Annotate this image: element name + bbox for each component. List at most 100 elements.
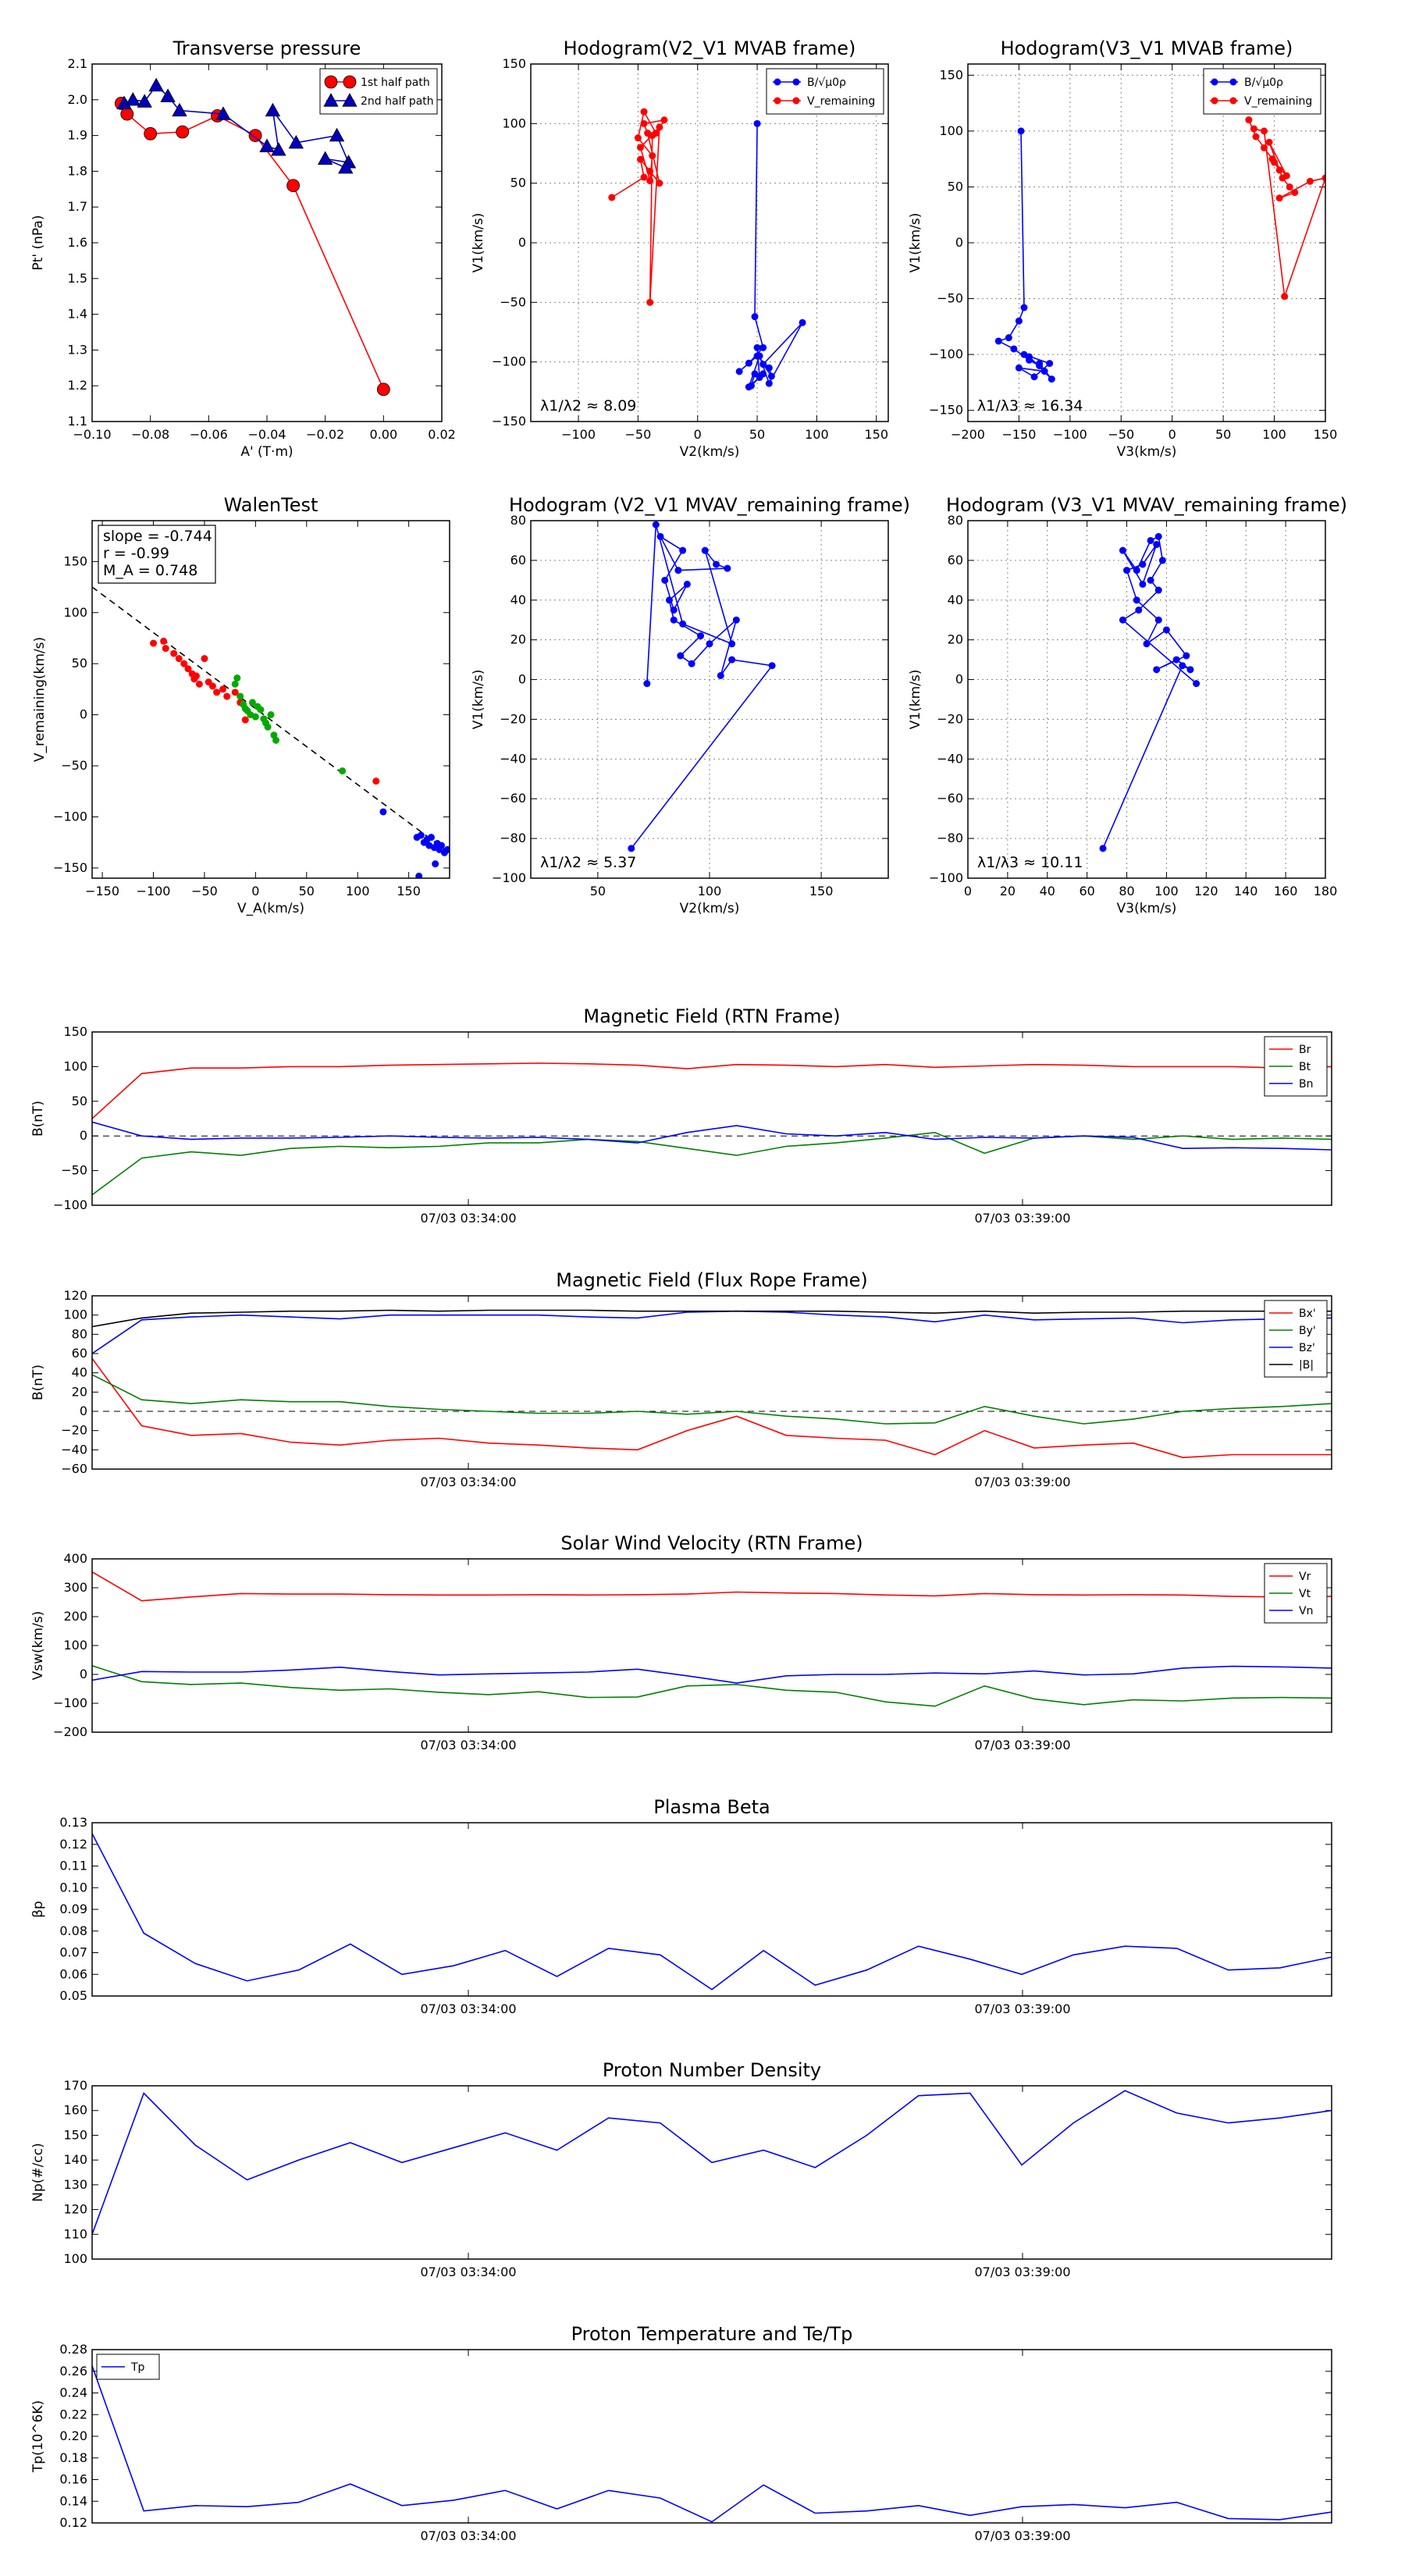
x-tick-label: 40 [1040,884,1055,898]
data-point [1153,541,1161,549]
data-point [162,645,169,653]
x-tick-label: 50 [299,884,315,898]
chart-0: −0.10 −0.08 −0.06 −0.04 −0.02 0.00 0.02 1.1 1.2 1… [30,37,456,460]
y-tick-label: 160 [63,2103,87,2118]
plot-frame [967,63,1326,422]
y-tick-label: 60 [72,1346,87,1361]
plot-frame [91,1295,1332,1470]
chart-8: −200 −100 0 100 200 300 400 07/03 03:34:00 07/03… [30,1532,1332,1752]
data-point [192,672,200,680]
y-tick-label: 140 [63,2152,87,2167]
data-point [1260,144,1268,151]
x-tick-label: 160 [1274,884,1298,898]
data-point [176,125,190,139]
data-point [674,567,682,575]
data-point [756,374,763,382]
y-tick-label: 50 [510,176,526,190]
x-tick-label: 50 [590,884,606,898]
data-point [670,616,678,624]
legend-marker [343,75,357,89]
data-point [175,655,183,663]
x-tick-label: 07/03 03:39:00 [974,1738,1070,1752]
y-tick-label: 20 [510,632,526,647]
data-point [415,872,423,878]
data-point [160,88,176,102]
x-tick-label: −50 [1108,427,1134,442]
stats-line: slope = -0.744 [103,528,212,545]
data-point [231,680,239,688]
legend: B/√μ0ρ V_remaining [766,68,884,115]
data-point [265,102,281,117]
y-tick-label: −20 [61,1423,87,1438]
y-tick-label: 1.6 [68,235,87,250]
y-tick-label: 0.05 [59,1988,87,2003]
y-tick-label: 100 [939,123,963,138]
legend-marker [774,78,781,86]
y-tick-label: −50 [937,291,963,306]
chart-title: Proton Temperature and Te/Tp [571,2323,853,2345]
x-tick-label: 07/03 03:39:00 [974,2001,1070,2016]
legend-label: B/√μ0ρ [807,76,846,89]
data-point [180,660,188,667]
data-point [215,106,231,120]
y-tick-label: 0 [955,235,963,250]
data-point [1154,532,1162,540]
y-tick-label: 80 [948,513,963,528]
stats-line: M_A = 0.748 [103,562,197,579]
data-point [427,834,435,841]
data-point [1017,127,1025,135]
plot-area [1099,532,1200,852]
data-point [670,607,678,614]
data-point [125,91,140,106]
x-tick-label: 0 [251,884,259,898]
data-point [432,860,439,868]
y-axis-label: B(nT) [30,1364,46,1400]
y-tick-label: 300 [63,1580,87,1595]
data-point [640,108,648,116]
legend-marker [1211,78,1218,86]
data-point [665,596,673,604]
eigen-ratio-label: λ1/λ2 ≈ 5.37 [540,854,636,871]
y-tick-label: −150 [53,860,87,875]
legend-label: 1st half path [361,76,430,89]
data-point [1252,133,1260,141]
eigen-ratio-label: λ1/λ2 ≈ 8.09 [540,397,636,415]
data-point [656,532,664,540]
data-point [172,102,187,117]
data-point [272,736,280,744]
data-point [195,680,203,688]
y-tick-label: −100 [929,870,963,885]
y-tick-label: 40 [72,1365,87,1380]
y-tick-label: 20 [948,632,963,647]
y-tick-label: 0.11 [59,1859,87,1873]
x-tick-label: 0.00 [370,427,398,442]
data-point [649,152,656,160]
plot-area [92,1309,1332,1459]
data-point [640,119,648,127]
data-point [1193,680,1200,688]
x-tick-label: 07/03 03:39:00 [974,2528,1070,2543]
y-tick-label: 1.4 [68,307,87,322]
data-point [231,688,239,696]
x-tick-label: 0.02 [428,427,456,442]
legend-label: By' [1299,1325,1316,1337]
legend-marker [1211,97,1218,105]
data-point [683,580,691,588]
y-tick-label: 110 [63,2226,87,2241]
data-point [656,180,663,187]
y-tick-label: 100 [63,1638,87,1653]
y-tick-label: −60 [500,791,526,806]
y-tick-label: 40 [510,592,526,607]
y-axis-label: V1(km/s) [471,213,486,273]
plot-frame [530,63,889,422]
legend-label: |B| [1299,1359,1314,1372]
y-tick-label: 150 [63,553,87,568]
data-point [1271,158,1279,166]
data-point [329,127,345,142]
data-point [120,107,134,121]
data-point [372,777,380,785]
data-point [241,716,249,724]
data-point [768,662,776,670]
y-tick-label: −40 [937,751,963,766]
legend-label: B/√μ0ρ [1244,76,1283,89]
